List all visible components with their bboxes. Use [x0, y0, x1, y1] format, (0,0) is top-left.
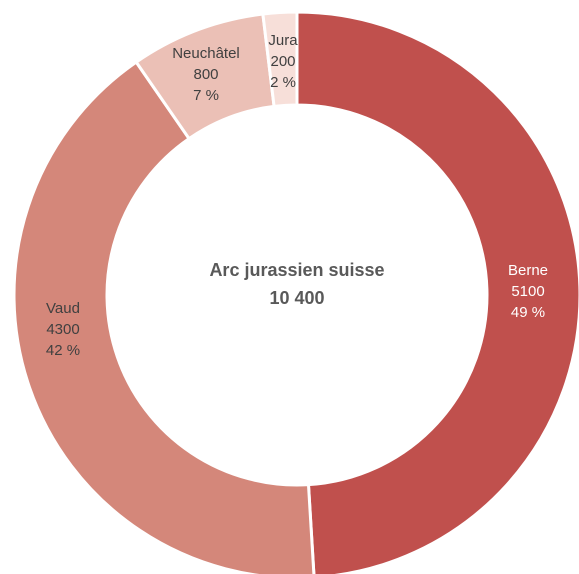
slice-label-percent: 49 %	[511, 304, 545, 321]
slice-label-percent: 42 %	[46, 342, 80, 359]
slice-label-name: Vaud	[46, 300, 80, 317]
slice-label-value: 200	[270, 53, 295, 70]
center-total: 10 400	[269, 288, 324, 308]
slice-label-name: Neuchâtel	[172, 45, 240, 62]
slice-label-name: Berne	[508, 262, 548, 279]
slice-label-percent: 7 %	[193, 87, 219, 104]
slice-label-percent: 2 %	[270, 74, 296, 91]
slice-jura	[261, 10, 299, 109]
center-label: Arc jurassien suisse 10 400	[209, 260, 384, 308]
slice-vaud	[12, 60, 316, 574]
slice-berne	[295, 10, 579, 574]
slice-label-value: 800	[193, 66, 218, 83]
labels-layer: Berne 5100 49 % Vaud 4300 42 % Neuchâtel 800 7 %…	[46, 32, 548, 359]
slices-layer	[12, 10, 579, 574]
slice-label-value: 5100	[511, 283, 544, 300]
center-title: Arc jurassien suisse	[209, 260, 384, 280]
slice-label-value: 4300	[46, 321, 79, 338]
slice-label-name: Jura	[268, 32, 298, 49]
